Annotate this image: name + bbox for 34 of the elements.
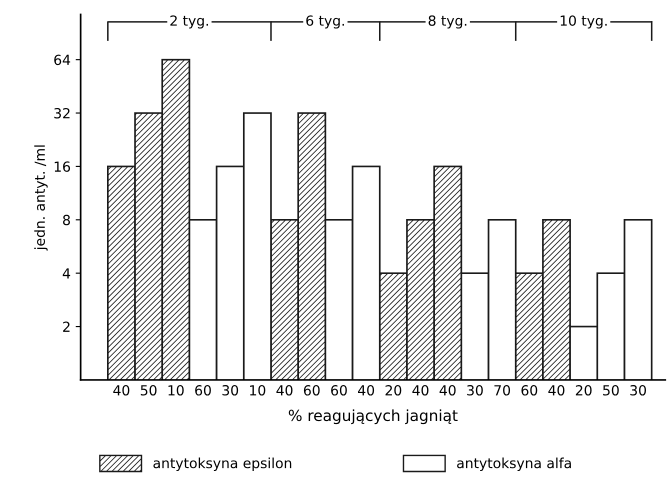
annotation: 8 tyg. <box>428 15 466 29</box>
annotation: 2 tyg. <box>170 15 208 29</box>
y-tick-label: 16 <box>54 161 70 172</box>
y-tick-label: 8 <box>63 214 70 226</box>
x-tick-label: 60 <box>195 385 211 396</box>
y-axis-title: jedn. antyt. /ml <box>34 145 48 251</box>
x-tick-label: 50 <box>603 385 619 396</box>
x-tick-label: 10 <box>168 385 184 396</box>
x-tick-label: 70 <box>494 385 510 396</box>
y-tick-label: 32 <box>54 108 70 119</box>
annotation: 10 tyg. <box>560 15 607 29</box>
legend-label: antytoksyna epsilon <box>153 458 292 471</box>
x-tick-label: 40 <box>440 385 456 396</box>
x-tick-label: 60 <box>304 385 320 396</box>
x-tick-label: 60 <box>521 385 538 396</box>
y-tick-label: 2 <box>63 322 70 332</box>
annotation: 6 tyg. <box>306 15 344 29</box>
y-tick-label: 64 <box>54 54 70 66</box>
x-axis-title: % reagujących jagniąt <box>288 409 458 424</box>
x-tick-label: 30 <box>467 385 483 396</box>
x-tick-label: 40 <box>548 385 564 396</box>
x-tick-label: 20 <box>386 385 402 396</box>
x-tick-label: 40 <box>113 385 130 396</box>
x-tick-label: 60 <box>331 385 347 396</box>
x-tick-label: 30 <box>630 385 646 396</box>
x-tick-label: 40 <box>276 385 292 396</box>
x-tick-label: 50 <box>140 385 157 396</box>
x-tick-label: 40 <box>412 385 428 396</box>
y-tick-label: 4 <box>62 268 70 278</box>
legend-label: antytoksyna alfa <box>457 458 571 471</box>
x-tick-label: 10 <box>250 385 266 396</box>
x-tick-label: 20 <box>576 385 592 396</box>
x-tick-label: 40 <box>358 385 374 396</box>
x-tick-label: 30 <box>222 385 238 396</box>
